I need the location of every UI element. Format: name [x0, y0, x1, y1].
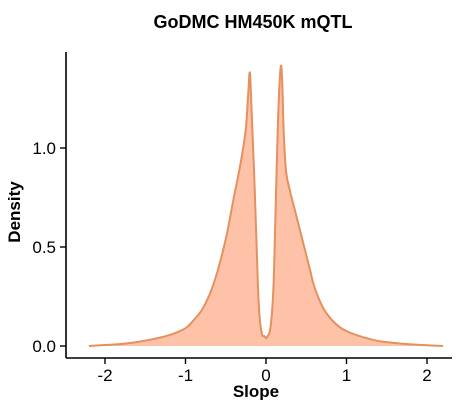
x-tick-label: 2 — [422, 366, 431, 385]
density-area — [88, 65, 444, 346]
y-axis-ticks: 0.0 0.5 1.0 — [32, 139, 66, 356]
x-axis-ticks: -2 -1 0 1 2 — [97, 358, 432, 385]
density-line — [88, 64, 444, 347]
y-tick-label: 0.5 — [32, 238, 56, 257]
x-tick-label: -1 — [178, 366, 193, 385]
plot-area — [88, 64, 444, 347]
x-tick-label: 1 — [342, 366, 351, 385]
y-tick-label: 1.0 — [32, 139, 56, 158]
x-axis-label: Slope — [233, 382, 279, 400]
x-tick-label: -2 — [97, 366, 112, 385]
chart-title: GoDMC HM450K mQTL — [153, 12, 352, 32]
x-tick-label: 0 — [261, 366, 270, 385]
y-tick-label: 0.0 — [32, 337, 56, 356]
y-axis-label: Density — [5, 181, 24, 243]
